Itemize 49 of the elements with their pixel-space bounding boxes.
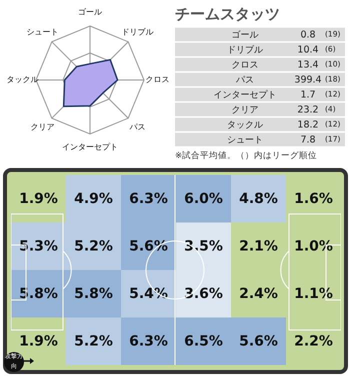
data-label: 6.5% <box>184 333 223 350</box>
data-label: 6.3% <box>129 333 168 350</box>
data-label: 399.4 <box>294 74 322 86</box>
category-label: タックル <box>227 120 263 130</box>
data-label: 6.3% <box>129 190 168 207</box>
data-label: 1.1% <box>294 286 333 302</box>
data-label: 5.2% <box>74 333 113 350</box>
spoke-label: クリア <box>30 122 54 132</box>
data-label: 5.8% <box>19 286 58 302</box>
data-label: 1.6% <box>294 190 333 207</box>
data-label: 1.9% <box>19 190 58 207</box>
category-label: クリア <box>232 106 258 116</box>
data-label: 5.6% <box>239 333 278 350</box>
data-label: 13.4 <box>297 60 319 70</box>
data-label: 0.8 <box>300 30 316 40</box>
spoke-label: ドリブル <box>122 27 154 36</box>
data-label: 23.2 <box>297 104 319 116</box>
text: チームスタッツ <box>175 5 280 23</box>
data-label: 18.2 <box>297 120 319 130</box>
spoke-label: クロス <box>146 75 170 84</box>
data-label: 10.4 <box>297 44 319 56</box>
text: ※試合平均値。（）内はリーグ順位 <box>175 150 318 161</box>
data-label: 5.2% <box>74 238 113 254</box>
spoke-label: インターセプト <box>62 142 118 152</box>
category-label: パス <box>235 76 254 86</box>
data-label: 2.4% <box>239 286 278 302</box>
data-label: 1.7 <box>300 90 316 100</box>
data-label: 3.5% <box>184 238 223 254</box>
spoke-label: シュート <box>26 27 58 36</box>
category-label: インターセプト <box>214 90 276 100</box>
data-label: 2.1% <box>239 238 278 254</box>
data-label: 1.0% <box>294 238 333 254</box>
data-label: 7.8 <box>300 134 316 146</box>
category-label: ドリブル <box>227 44 263 56</box>
data-label: 3.6% <box>184 286 223 302</box>
category-label: ゴール <box>232 30 258 40</box>
data-label: 4.8% <box>239 190 278 207</box>
data-label: 5.8% <box>74 286 113 302</box>
spoke-label: パス <box>128 122 146 132</box>
spoke-label: ゴール <box>78 8 102 16</box>
data-label: 4.9% <box>74 190 113 207</box>
data-label: 1.9% <box>19 333 58 350</box>
data-label: 5.4% <box>129 286 168 302</box>
data-label: 6.0% <box>184 190 223 207</box>
spoke-label: タックル <box>6 75 38 84</box>
category-label: クロス <box>232 60 258 70</box>
data-label: 5.6% <box>129 238 168 254</box>
category-label: シュート <box>227 136 263 146</box>
data-label: 2.2% <box>294 333 333 350</box>
